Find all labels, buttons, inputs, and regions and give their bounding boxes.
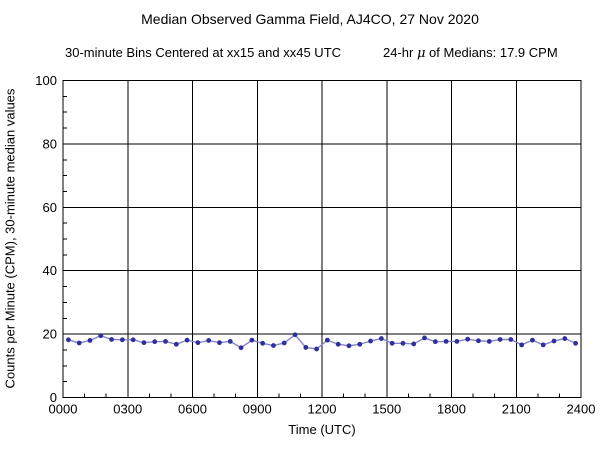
- median-data-point: [476, 338, 481, 344]
- median-data-point: [389, 340, 395, 346]
- x-tick-label: 1800: [437, 402, 466, 417]
- median-data-point: [540, 342, 546, 348]
- median-data-point: [497, 337, 503, 342]
- median-data-point: [227, 338, 233, 344]
- median-data-point: [152, 339, 158, 345]
- median-data-point: [400, 340, 406, 346]
- x-tick-label: 0600: [178, 402, 207, 417]
- median-data-point: [206, 338, 212, 343]
- median-data-point: [335, 341, 341, 347]
- median-data-point: [271, 343, 276, 348]
- mu-symbol: μ: [416, 46, 426, 61]
- x-tick-label: 1500: [372, 402, 401, 417]
- median-data-point: [454, 338, 460, 344]
- x-tick-label: 0300: [113, 402, 142, 417]
- median-data-point: [486, 338, 492, 344]
- median-data-point: [573, 340, 579, 346]
- chart-subtitle-bins: 30-minute Bins Centered at xx15 and xx45…: [65, 45, 342, 60]
- mean-suffix: of Medians: 17.9 CPM: [425, 45, 558, 60]
- median-data-point: [378, 336, 384, 341]
- x-tick-label: 2100: [502, 402, 531, 417]
- x-axis-title: Time (UTC): [288, 422, 356, 437]
- median-data-point: [346, 343, 352, 349]
- median-data-point: [217, 340, 222, 346]
- median-data-point: [249, 337, 255, 343]
- median-data-point: [195, 340, 201, 346]
- chart-subtitle-mean: 24-hr μ of Medians: 17.9 CPM: [383, 45, 558, 61]
- median-data-point: [98, 333, 104, 339]
- y-tick-label: 100: [35, 73, 57, 88]
- median-data-point: [173, 341, 179, 347]
- median-data-point: [519, 342, 525, 348]
- median-data-point: [109, 337, 114, 342]
- x-tick-label: 0000: [49, 402, 78, 417]
- median-data-point: [303, 345, 309, 350]
- median-data-point: [163, 338, 168, 344]
- plot-border: [62, 80, 582, 398]
- y-tick-label: 0: [50, 390, 57, 405]
- median-data-point: [411, 341, 417, 347]
- mean-prefix: 24-hr: [383, 45, 417, 60]
- median-data-point: [443, 338, 449, 344]
- median-data-point: [141, 340, 147, 346]
- median-data-point: [324, 337, 330, 343]
- median-data-point: [87, 338, 93, 343]
- median-data-point: [130, 337, 136, 343]
- chart-title: Median Observed Gamma Field, AJ4CO, 27 N…: [141, 11, 479, 27]
- median-data-point: [562, 336, 568, 341]
- median-data-point: [551, 338, 557, 344]
- median-data-point: [314, 346, 320, 352]
- median-data-point: [65, 337, 71, 343]
- median-data-point: [292, 332, 298, 338]
- median-data-point: [465, 336, 471, 342]
- median-data-point: [184, 337, 190, 343]
- median-data-point: [238, 345, 244, 351]
- y-tick-label: 80: [43, 136, 57, 151]
- x-tick-label: 1200: [308, 402, 337, 417]
- median-data-point: [119, 337, 125, 343]
- x-tick-label: 0900: [243, 402, 272, 417]
- median-data-point: [530, 337, 535, 343]
- median-data-point: [281, 340, 287, 346]
- y-tick-label: 60: [43, 200, 57, 215]
- median-data-point: [368, 338, 373, 344]
- median-data-point: [432, 339, 438, 345]
- y-tick-label: 40: [43, 263, 57, 278]
- x-tick-label: 2400: [567, 402, 596, 417]
- median-data-point: [76, 340, 82, 346]
- median-data-point: [357, 341, 363, 347]
- median-data-point: [260, 340, 266, 346]
- median-data-point: [422, 335, 427, 341]
- median-data-point: [508, 337, 514, 342]
- y-tick-label: 20: [43, 327, 57, 342]
